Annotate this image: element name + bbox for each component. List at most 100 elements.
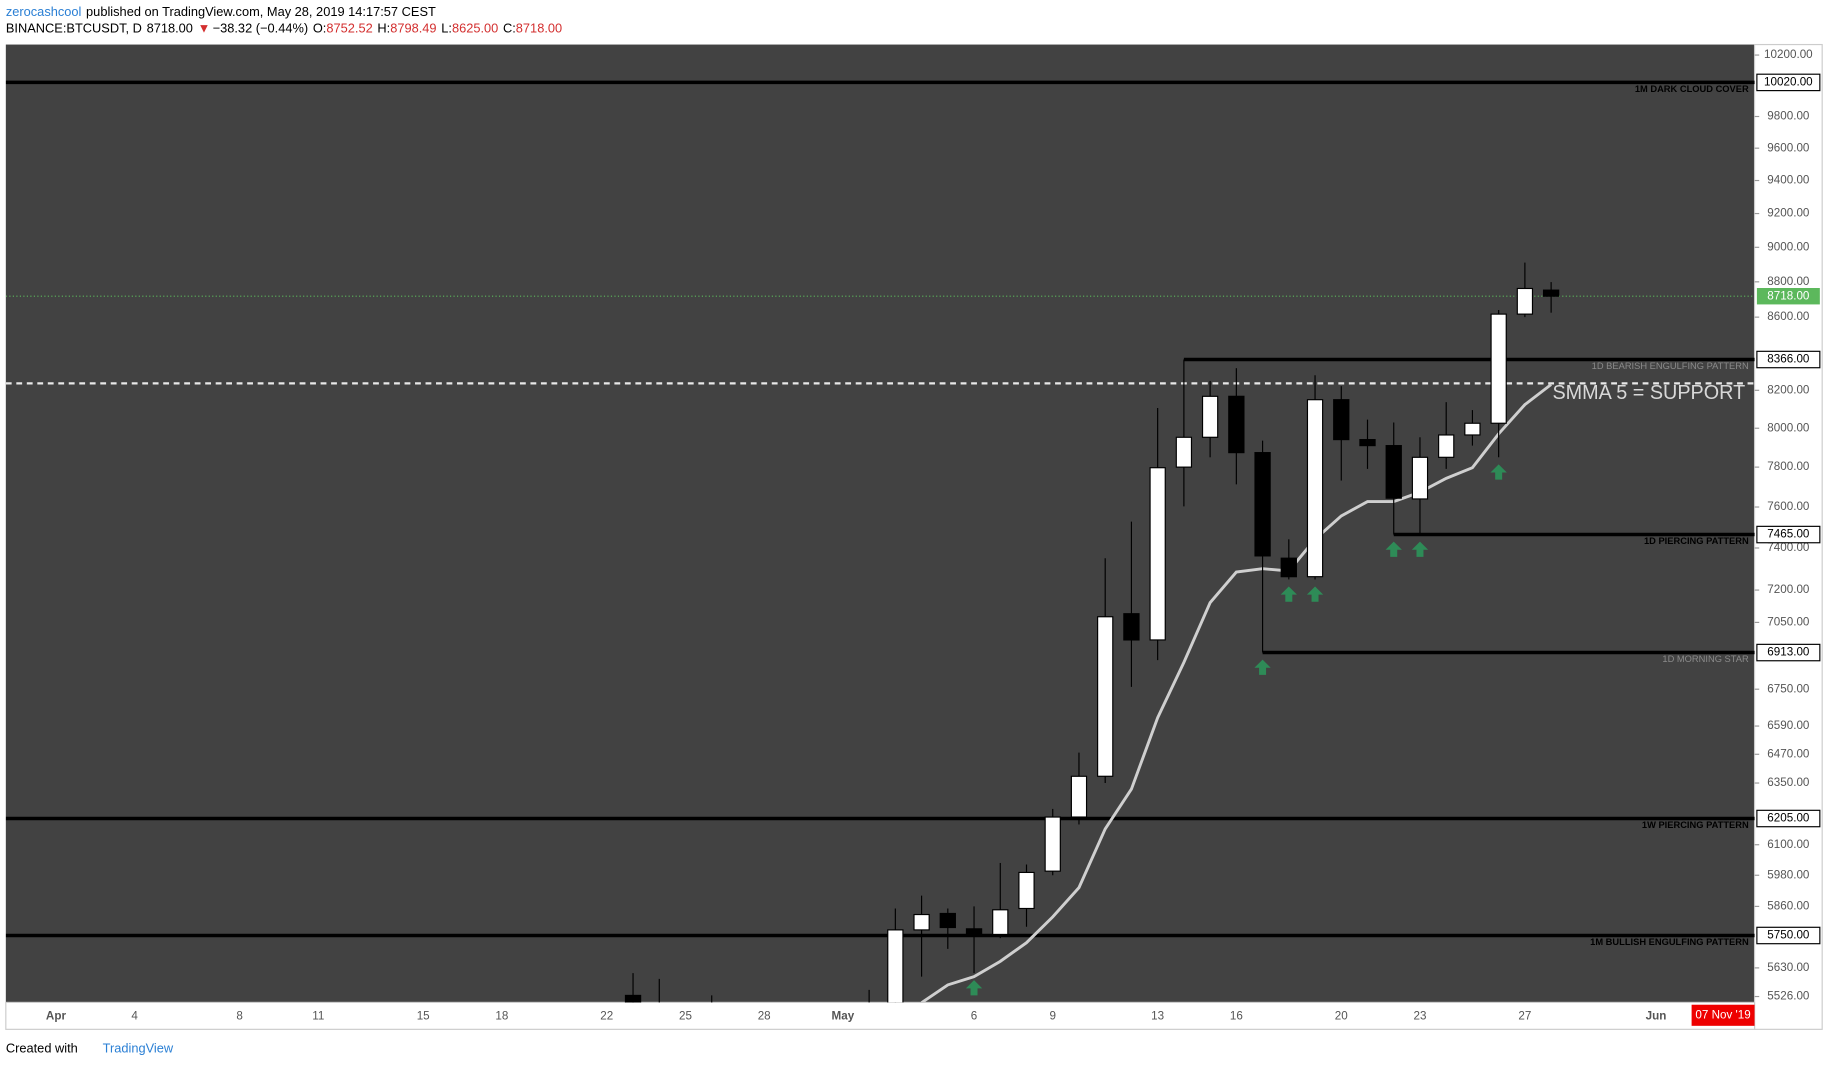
signal-arrow <box>1385 541 1402 557</box>
ohlc-value: 8718.00 <box>516 21 562 36</box>
y-tick-label: 10200.00 <box>1764 48 1813 61</box>
y-tick-label: 9000.00 <box>1767 240 1810 253</box>
x-tick-label: 13 <box>1151 1010 1164 1023</box>
candle-body <box>1175 436 1193 468</box>
x-tick-label: 8 <box>236 1010 242 1023</box>
candle-body <box>1228 395 1245 454</box>
y-tick-label: 7800.00 <box>1767 460 1810 473</box>
y-tick-label: 7200.00 <box>1767 583 1810 596</box>
x-tick-label: 15 <box>417 1010 430 1023</box>
symbol: BINANCE:BTCUSDT, D <box>6 21 142 36</box>
footer-brand[interactable]: TradingView <box>103 1041 174 1056</box>
level-axis-box <box>1756 809 1821 828</box>
candle-body <box>1385 445 1402 499</box>
y-tick-label: 7400.00 <box>1767 541 1810 554</box>
last-price: 8718.00 <box>147 21 193 36</box>
level-axis-box <box>1756 525 1821 544</box>
plot <box>5 80 1755 1003</box>
ohlc-value: 8752.52 <box>326 21 372 36</box>
smma-line <box>920 383 1553 1003</box>
candle-body <box>1097 616 1114 777</box>
signal-arrow <box>1306 586 1324 602</box>
candle-body <box>939 912 956 929</box>
level-axis-label: 5750.00 <box>1767 929 1810 942</box>
candle-body <box>1359 439 1376 447</box>
ohlc-key: H: <box>377 21 390 36</box>
candle-body <box>624 994 642 1003</box>
y-tick-label: 5526.00 <box>1767 990 1810 1003</box>
candle-body <box>965 928 983 935</box>
signal-arrow <box>1490 464 1507 480</box>
candle-body <box>1044 816 1061 872</box>
level-axis-box <box>1756 73 1821 92</box>
plot-background <box>5 44 1755 1003</box>
x-tick-label: Jun <box>1646 1010 1667 1023</box>
level-annotation: 1D BEARISH ENGULFING PATTERN <box>1592 361 1749 371</box>
x-tick-label: 23 <box>1413 1010 1426 1023</box>
x-tick-label: 11 <box>312 1010 324 1023</box>
candle-body <box>1464 422 1481 436</box>
y-tick-label: 5980.00 <box>1767 868 1810 881</box>
candle-body <box>1149 467 1166 641</box>
y-tick-label: 8200.00 <box>1767 383 1810 396</box>
candle-body <box>1516 287 1534 315</box>
candle-body <box>1018 871 1035 910</box>
y-tick-label: 8600.00 <box>1767 310 1810 323</box>
candle-body <box>1490 313 1507 424</box>
level-axis-label: 7465.00 <box>1767 528 1810 541</box>
header-line-2: BINANCE:BTCUSDT, D 8718.00 ▼ −38.32 (−0.44%… <box>6 21 562 36</box>
candle-body <box>1201 395 1219 438</box>
candle-body <box>1333 399 1350 441</box>
level-axis-box <box>1756 926 1821 945</box>
change: −38.32 (−0.44%) <box>213 21 309 36</box>
y-tick-label: 9200.00 <box>1767 207 1810 220</box>
date-label-box <box>1691 1004 1755 1026</box>
candle-body <box>913 913 930 931</box>
y-tick-label: 9400.00 <box>1767 174 1810 187</box>
y-tick-label: 6470.00 <box>1767 747 1810 760</box>
x-tick-label: 27 <box>1518 1010 1531 1023</box>
level-annotation: 1D MORNING STAR <box>1662 654 1749 664</box>
candle-body <box>887 929 904 1003</box>
y-tick-label: 9800.00 <box>1767 110 1810 123</box>
candle-body <box>1070 775 1088 818</box>
level-axis-box <box>1756 643 1821 662</box>
signal-arrow <box>1280 586 1297 602</box>
x-tick-label: 22 <box>600 1010 613 1023</box>
level-axis-label: 8366.00 <box>1767 353 1810 366</box>
price-axis-label: 8718.00 <box>1767 289 1810 302</box>
y-tick-label: 6750.00 <box>1767 682 1810 695</box>
x-tick-label: 6 <box>971 1010 977 1023</box>
y-tick-label: 6100.00 <box>1767 838 1810 851</box>
level-annotation: 1M DARK CLOUD COVER <box>1635 84 1749 94</box>
ohlc-key: L: <box>441 21 452 36</box>
price-axis-box <box>1756 288 1820 305</box>
level-axis-label: 6205.00 <box>1767 812 1810 825</box>
candle-body <box>1542 289 1560 297</box>
y-tick-label: 6590.00 <box>1767 719 1810 732</box>
y-tick-label: 7600.00 <box>1767 500 1810 513</box>
author[interactable]: zerocashcool <box>6 4 82 19</box>
y-tick-label: 8000.00 <box>1767 421 1810 434</box>
y-tick-label: 9600.00 <box>1767 141 1810 154</box>
candle-body <box>1306 399 1324 578</box>
candle-body <box>1123 613 1140 641</box>
level-axis-label: 10020.00 <box>1764 75 1813 88</box>
candle-body <box>1411 456 1429 500</box>
candle-body <box>1280 557 1297 578</box>
header-line-1: zerocashcool published on TradingView.com… <box>6 4 436 19</box>
signal-arrow <box>1411 541 1429 557</box>
level-axis-box <box>1756 350 1821 369</box>
candle-body <box>1254 452 1271 557</box>
ohlc-value: 8798.49 <box>390 21 436 36</box>
x-tick-label: Apr <box>46 1010 67 1023</box>
x-tick-label: May <box>832 1010 855 1023</box>
signal-arrow <box>1254 659 1271 675</box>
y-tick-label: 6350.00 <box>1767 776 1810 789</box>
y-tick-label: 7050.00 <box>1767 615 1810 628</box>
time-axis <box>5 1001 1756 1030</box>
footer-created: Created with <box>6 1041 78 1056</box>
date-label: 07 Nov '19 <box>1695 1008 1750 1021</box>
level-annotation: 1W PIERCING PATTERN <box>1642 820 1749 830</box>
